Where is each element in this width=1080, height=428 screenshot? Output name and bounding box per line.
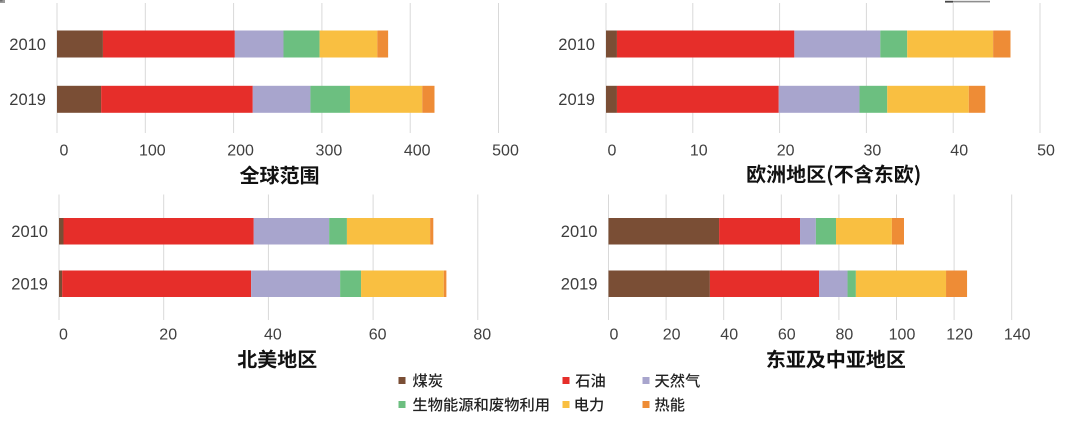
- svg-text:2019: 2019: [558, 91, 595, 109]
- svg-text:0: 0: [610, 327, 619, 344]
- svg-text:0: 0: [608, 143, 617, 160]
- svg-text:10: 10: [690, 143, 708, 160]
- svg-text:2010: 2010: [9, 36, 46, 54]
- svg-text:0: 0: [59, 327, 68, 344]
- svg-text:300: 300: [316, 143, 343, 160]
- svg-text:140: 140: [1004, 327, 1031, 344]
- svg-text:40: 40: [264, 327, 282, 344]
- svg-text:400: 400: [404, 143, 431, 160]
- svg-text:80: 80: [473, 327, 491, 344]
- svg-text:20: 20: [663, 327, 681, 344]
- svg-text:20: 20: [159, 327, 177, 344]
- svg-text:100: 100: [889, 327, 916, 344]
- svg-text:500: 500: [492, 143, 519, 160]
- svg-text:2019: 2019: [11, 276, 48, 294]
- svg-text:2010: 2010: [558, 36, 595, 54]
- svg-text:60: 60: [369, 327, 387, 344]
- svg-text:2019: 2019: [561, 276, 598, 294]
- svg-text:40: 40: [720, 327, 738, 344]
- svg-text:0: 0: [60, 143, 69, 160]
- svg-text:2010: 2010: [561, 223, 598, 241]
- svg-text:120: 120: [946, 327, 973, 344]
- svg-text:80: 80: [836, 327, 854, 344]
- svg-text:30: 30: [864, 143, 882, 160]
- svg-text:200: 200: [227, 143, 254, 160]
- svg-text:40: 40: [950, 143, 968, 160]
- svg-text:2010: 2010: [11, 223, 48, 241]
- svg-text:2019: 2019: [9, 91, 46, 109]
- svg-text:50: 50: [1037, 143, 1055, 160]
- svg-text:20: 20: [777, 143, 795, 160]
- svg-text:60: 60: [778, 327, 796, 344]
- svg-text:100: 100: [139, 143, 166, 160]
